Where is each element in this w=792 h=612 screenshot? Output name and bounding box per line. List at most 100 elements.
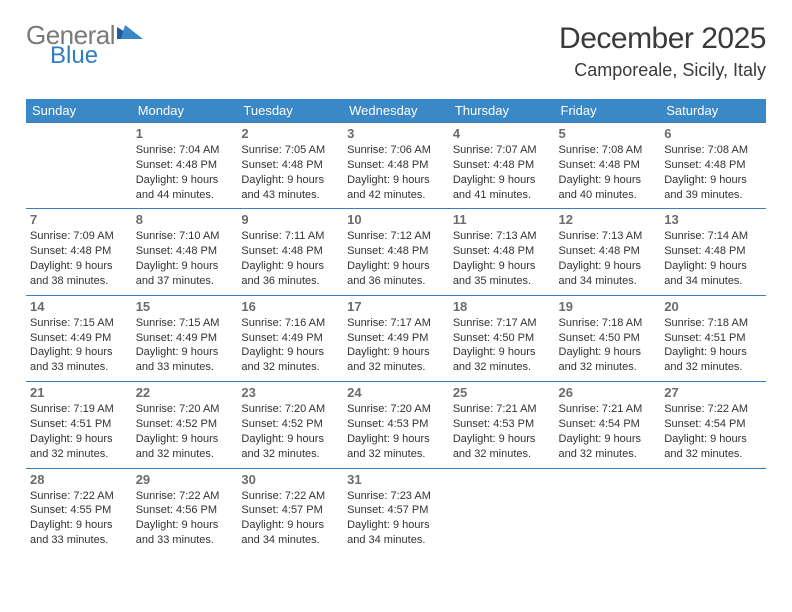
sunset-line: Sunset: 4:52 PM <box>136 417 234 432</box>
sunset-line: Sunset: 4:48 PM <box>241 158 339 173</box>
day-details: Sunrise: 7:20 AMSunset: 4:52 PMDaylight:… <box>241 402 339 461</box>
sunrise-line: Sunrise: 7:05 AM <box>241 143 339 158</box>
calendar-cell: 22 Sunrise: 7:20 AMSunset: 4:52 PMDayligh… <box>132 382 238 468</box>
calendar-cell: 27Sunrise: 7:22 AMSunset: 4:54 PMDayligh… <box>660 382 766 468</box>
daylight-line: Daylight: 9 hours and 34 minutes. <box>347 518 445 548</box>
day-details: Sunrise: 7:17 AMSunset: 4:50 PMDaylight:… <box>453 316 551 375</box>
weekday-header-row: Sunday Monday Tuesday Wednesday Thursday… <box>26 99 766 123</box>
day-number: 21 <box>30 385 128 400</box>
daylight-line: Daylight: 9 hours and 32 minutes. <box>241 345 339 375</box>
sunset-line: Sunset: 4:51 PM <box>664 331 762 346</box>
sunset-line: Sunset: 4:48 PM <box>453 244 551 259</box>
sunrise-line: Sunrise: 7:15 AM <box>30 316 128 331</box>
calendar-cell: 1Sunrise: 7:04 AMSunset: 4:48 PMDaylight… <box>132 123 238 209</box>
day-number: 31 <box>347 472 445 487</box>
calendar-cell: 28Sunrise: 7:22 AMSunset: 4:55 PMDayligh… <box>26 468 132 554</box>
weekday-header: Saturday <box>660 99 766 123</box>
day-number: 30 <box>241 472 339 487</box>
day-details: Sunrise: 7:11 AMSunset: 4:48 PMDaylight:… <box>241 229 339 288</box>
daylight-line: Daylight: 9 hours and 35 minutes. <box>453 259 551 289</box>
calendar-cell: 9Sunrise: 7:11 AMSunset: 4:48 PMDaylight… <box>237 209 343 295</box>
sunset-line: Sunset: 4:48 PM <box>559 158 657 173</box>
calendar-cell <box>555 468 661 554</box>
weekday-header: Sunday <box>26 99 132 123</box>
weekday-header: Thursday <box>449 99 555 123</box>
sunrise-line: Sunrise: 7:17 AM <box>347 316 445 331</box>
day-number: 24 <box>347 385 445 400</box>
sunrise-line: Sunrise: 7:18 AM <box>664 316 762 331</box>
day-details: Sunrise: 7:20 AMSunset: 4:52 PMDaylight:… <box>136 402 234 461</box>
day-number: 27 <box>664 385 762 400</box>
day-details: Sunrise: 7:18 AMSunset: 4:51 PMDaylight:… <box>664 316 762 375</box>
day-details: Sunrise: 7:13 AMSunset: 4:48 PMDaylight:… <box>453 229 551 288</box>
sunrise-line: Sunrise: 7:22 AM <box>664 402 762 417</box>
sunrise-line: Sunrise: 7:17 AM <box>453 316 551 331</box>
calendar-cell: 6Sunrise: 7:08 AMSunset: 4:48 PMDaylight… <box>660 123 766 209</box>
day-details: Sunrise: 7:06 AMSunset: 4:48 PMDaylight:… <box>347 143 445 202</box>
sunrise-line: Sunrise: 7:20 AM <box>347 402 445 417</box>
daylight-line: Daylight: 9 hours and 34 minutes. <box>241 518 339 548</box>
calendar-cell: 14Sunrise: 7:15 AMSunset: 4:49 PMDayligh… <box>26 295 132 381</box>
day-details: Sunrise: 7:18 AMSunset: 4:50 PMDaylight:… <box>559 316 657 375</box>
day-number: 22 <box>136 385 234 400</box>
calendar-cell: 10Sunrise: 7:12 AMSunset: 4:48 PMDayligh… <box>343 209 449 295</box>
day-details: Sunrise: 7:23 AMSunset: 4:57 PMDaylight:… <box>347 489 445 548</box>
sunset-line: Sunset: 4:48 PM <box>136 158 234 173</box>
sunset-line: Sunset: 4:50 PM <box>453 331 551 346</box>
sunset-line: Sunset: 4:56 PM <box>136 503 234 518</box>
calendar-cell: 16Sunrise: 7:16 AMSunset: 4:49 PMDayligh… <box>237 295 343 381</box>
day-details: Sunrise: 7:13 AMSunset: 4:48 PMDaylight:… <box>559 229 657 288</box>
sunset-line: Sunset: 4:55 PM <box>30 503 128 518</box>
calendar-cell: 3 Sunrise: 7:06 AMSunset: 4:48 PMDaylight… <box>343 123 449 209</box>
daylight-line: Daylight: 9 hours and 36 minutes. <box>241 259 339 289</box>
day-details: Sunrise: 7:19 AMSunset: 4:51 PMDaylight:… <box>30 402 128 461</box>
calendar-cell: 30 Sunrise: 7:22 AMSunset: 4:57 PMDayligh… <box>237 468 343 554</box>
sunrise-line: Sunrise: 7:21 AM <box>559 402 657 417</box>
calendar-week-row: 14Sunrise: 7:15 AMSunset: 4:49 PMDayligh… <box>26 295 766 381</box>
calendar-cell: 2Sunrise: 7:05 AMSunset: 4:48 PMDaylight… <box>237 123 343 209</box>
day-details: Sunrise: 7:17 AMSunset: 4:49 PMDaylight:… <box>347 316 445 375</box>
sunset-line: Sunset: 4:48 PM <box>347 158 445 173</box>
daylight-line: Daylight: 9 hours and 40 minutes. <box>559 173 657 203</box>
day-number: 13 <box>664 212 762 227</box>
day-details: Sunrise: 7:15 AMSunset: 4:49 PMDaylight:… <box>136 316 234 375</box>
month-title: December 2025 <box>559 22 766 56</box>
calendar-cell: 8Sunrise: 7:10 AMSunset: 4:48 PMDaylight… <box>132 209 238 295</box>
day-details: Sunrise: 7:09 AMSunset: 4:48 PMDaylight:… <box>30 229 128 288</box>
sunrise-line: Sunrise: 7:21 AM <box>453 402 551 417</box>
sunrise-line: Sunrise: 7:10 AM <box>136 229 234 244</box>
sunset-line: Sunset: 4:57 PM <box>347 503 445 518</box>
calendar-cell: 11Sunrise: 7:13 AMSunset: 4:48 PMDayligh… <box>449 209 555 295</box>
daylight-line: Daylight: 9 hours and 32 minutes. <box>136 432 234 462</box>
daylight-line: Daylight: 9 hours and 32 minutes. <box>664 432 762 462</box>
daylight-line: Daylight: 9 hours and 39 minutes. <box>664 173 762 203</box>
day-details: Sunrise: 7:22 AMSunset: 4:57 PMDaylight:… <box>241 489 339 548</box>
day-details: Sunrise: 7:21 AMSunset: 4:54 PMDaylight:… <box>559 402 657 461</box>
calendar-cell: 13Sunrise: 7:14 AMSunset: 4:48 PMDayligh… <box>660 209 766 295</box>
calendar-table: Sunday Monday Tuesday Wednesday Thursday… <box>26 99 766 554</box>
logo: General Blue <box>26 22 145 68</box>
sunset-line: Sunset: 4:49 PM <box>241 331 339 346</box>
weekday-header: Monday <box>132 99 238 123</box>
daylight-line: Daylight: 9 hours and 32 minutes. <box>347 432 445 462</box>
sunrise-line: Sunrise: 7:07 AM <box>453 143 551 158</box>
daylight-line: Daylight: 9 hours and 33 minutes. <box>30 518 128 548</box>
sunrise-line: Sunrise: 7:13 AM <box>559 229 657 244</box>
day-details: Sunrise: 7:16 AMSunset: 4:49 PMDaylight:… <box>241 316 339 375</box>
sunrise-line: Sunrise: 7:23 AM <box>347 489 445 504</box>
calendar-cell: 26Sunrise: 7:21 AMSunset: 4:54 PMDayligh… <box>555 382 661 468</box>
day-number: 23 <box>241 385 339 400</box>
day-number: 29 <box>136 472 234 487</box>
day-number: 17 <box>347 299 445 314</box>
day-number: 28 <box>30 472 128 487</box>
day-details: Sunrise: 7:15 AMSunset: 4:49 PMDaylight:… <box>30 316 128 375</box>
day-number: 3 <box>347 126 445 141</box>
weekday-header: Wednesday <box>343 99 449 123</box>
sunset-line: Sunset: 4:49 PM <box>136 331 234 346</box>
sunrise-line: Sunrise: 7:18 AM <box>559 316 657 331</box>
daylight-line: Daylight: 9 hours and 34 minutes. <box>664 259 762 289</box>
daylight-line: Daylight: 9 hours and 32 minutes. <box>559 432 657 462</box>
sunrise-line: Sunrise: 7:13 AM <box>453 229 551 244</box>
day-details: Sunrise: 7:04 AMSunset: 4:48 PMDaylight:… <box>136 143 234 202</box>
day-number: 2 <box>241 126 339 141</box>
